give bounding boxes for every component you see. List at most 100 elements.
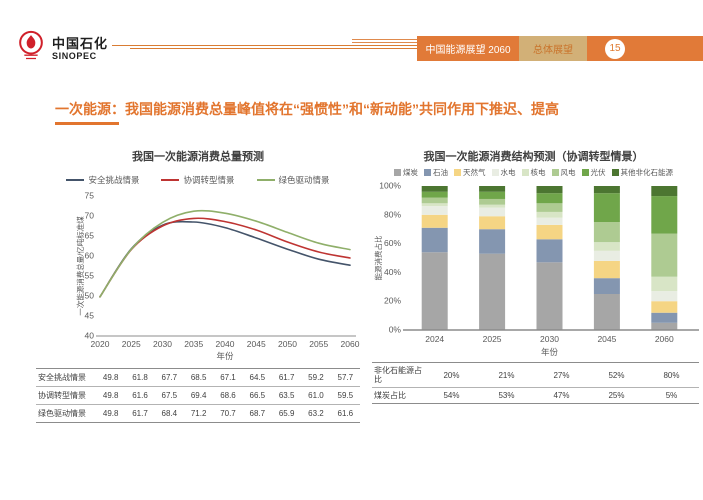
table-cell: 53% (479, 387, 534, 404)
bar-segment (593, 250, 620, 261)
table-cell: 70.7 (213, 404, 243, 423)
legend-swatch-icon (161, 179, 180, 181)
line-series (99, 209, 351, 298)
row-label: 绿色驱动情景 (36, 404, 96, 423)
bar-segment (479, 186, 506, 192)
legend-item: 风电 (551, 167, 576, 178)
table-cell: 68.7 (242, 404, 272, 423)
legend-item: 其他非化石能源 (611, 167, 673, 178)
legend-swatch-icon (66, 179, 85, 181)
table-cell: 67.1 (213, 368, 243, 387)
stacked-bar-chart: 0% 20% 40% 60% 80% 100% 2024 2025 2030 2045 2060 年份 (379, 181, 699, 357)
slide-title: 一次能源：我国能源消费总量峰值将在“强惯性”和“新动能”共同作用下推迟、提高 (55, 101, 559, 117)
table-cell: 63.2 (301, 404, 331, 423)
legend-label: 煤炭 (403, 168, 418, 177)
table-row: 协调转型情景 49.8 61.6 67.5 69.4 68.6 66.5 63.5 61.0 59… (36, 386, 360, 405)
bar-segment (421, 227, 448, 253)
table-cell: 20% (424, 362, 479, 388)
bar-segment (593, 186, 620, 194)
bar-chart-title: 我国一次能源消费结构预测（协调转型情景） (423, 151, 644, 163)
y-tick-label: 20% (384, 296, 401, 306)
bar-segment (651, 322, 678, 330)
table-cell: 54% (424, 387, 479, 404)
legend-item: 煤炭 (394, 167, 418, 178)
table-cell: 63.5 (271, 386, 302, 405)
bar-segment (593, 294, 620, 330)
line-series (99, 220, 351, 298)
x-tick-label: 2020 (91, 339, 110, 349)
legend-item: 安全挑战情景 (66, 174, 139, 186)
line-chart-panel: 我国一次能源消费总量预测 安全挑战情景 协调转型情景 绿色驱动情景 一次能源消费总量… (36, 140, 360, 500)
bar-segment (536, 203, 563, 212)
table-row: 煤炭占比 54% 53% 47% 25% 5% (372, 387, 699, 404)
bar-segment (593, 278, 620, 294)
x-tick-label: 2050 (278, 339, 297, 349)
x-tick-label: 2045 (247, 339, 266, 349)
legend-label: 风电 (560, 168, 576, 177)
header-bar: 中国能源展望 2060 总体展望 15 (417, 36, 703, 61)
x-tick-label: 2030 (153, 339, 172, 349)
bar-segment (479, 204, 506, 208)
bar-segment (536, 186, 563, 194)
table-row: 非化石能源占比 20% 21% 27% 52% 80% (372, 362, 699, 388)
x-tick-label: 2025 (483, 334, 502, 344)
y-tick-label: 80% (384, 209, 401, 219)
bar-segment (479, 198, 506, 205)
bar-segment (536, 224, 563, 240)
bar-segment (479, 207, 506, 217)
table-cell: 61.7 (271, 368, 302, 387)
row-label: 协调转型情景 (36, 386, 96, 405)
legend-swatch-icon (521, 169, 529, 176)
bar-segment (536, 211, 563, 218)
y-tick-label: 40 (85, 331, 95, 341)
table-cell: 68.5 (183, 368, 214, 387)
table-cell: 69.4 (183, 386, 214, 405)
table-cell: 61.0 (301, 386, 331, 405)
legend-label: 光伏 (590, 168, 606, 177)
table-cell: 25% (589, 387, 644, 404)
y-tick-label: 50 (85, 291, 95, 301)
legend-label: 石油 (433, 168, 448, 177)
bar-segment (651, 233, 678, 277)
table-cell: 59.5 (330, 386, 360, 405)
bar-segment (593, 260, 620, 279)
table-cell: 64.5 (242, 368, 272, 387)
row-label: 安全挑战情景 (36, 368, 96, 387)
legend-swatch-icon (551, 169, 559, 176)
table-cell: 27% (534, 362, 589, 388)
y-tick-label: 60 (85, 251, 95, 261)
y-tick-label: 100% (379, 181, 401, 191)
y-tick-label: 75 (85, 191, 95, 201)
legend-swatch-icon (394, 169, 401, 176)
bar-segment (479, 216, 506, 230)
header-deco-line (130, 48, 417, 49)
table-cell: 49.8 (96, 386, 126, 405)
y-tick-label: 70 (85, 211, 95, 221)
bar-segment (651, 301, 678, 313)
table-cell: 21% (479, 362, 534, 388)
bar-segment (536, 262, 563, 330)
legend-label: 天然气 (463, 168, 486, 177)
table-cell: 61.6 (125, 386, 155, 405)
bar-segment (421, 186, 448, 192)
legend-label: 核电 (530, 168, 546, 177)
table-row: 绿色驱动情景 49.8 61.7 68.4 71.2 70.7 68.7 65.9 63.2 61… (36, 404, 360, 423)
bar-segment (421, 203, 448, 207)
legend-item: 光伏 (581, 167, 606, 178)
legend-swatch-icon (424, 169, 431, 176)
scenario-values-table: 安全挑战情景 49.8 61.8 67.7 68.5 67.1 64.5 61.7 59.2 57… (36, 368, 360, 423)
table-cell: 52% (589, 362, 644, 388)
x-tick-label: 2030 (540, 334, 559, 344)
bar-segment (421, 191, 448, 198)
x-tick-label: 2055 (309, 339, 328, 349)
legend-label: 安全挑战情景 (88, 175, 140, 185)
x-tick-label: 2024 (425, 334, 444, 344)
legend-swatch-icon (611, 169, 619, 176)
logo-name-en: SINOPEC (52, 50, 97, 61)
sinopec-torch-icon (16, 29, 46, 68)
legend-swatch-icon (581, 169, 589, 176)
bar-segment (479, 229, 506, 254)
legend-item: 协调转型情景 (161, 174, 235, 186)
y-tick-label: 55 (85, 271, 95, 281)
